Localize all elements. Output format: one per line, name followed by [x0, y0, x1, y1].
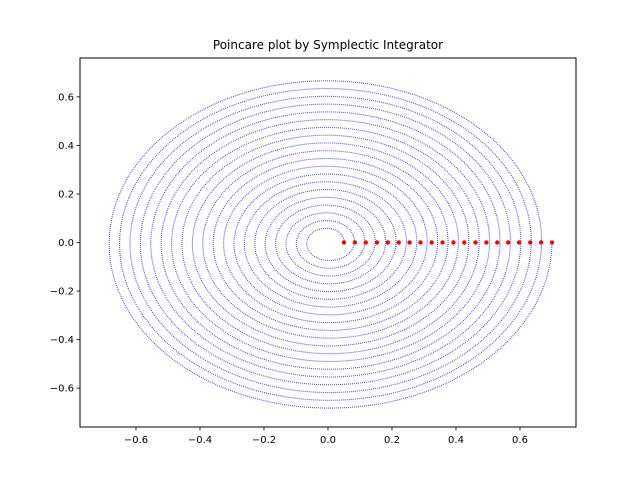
x-tick-label: 0.0 — [320, 435, 336, 446]
y-tick-label: 0.0 — [58, 238, 74, 249]
red-point — [484, 240, 489, 245]
plot-area — [108, 80, 555, 409]
x-tick-label: 0.6 — [512, 435, 528, 446]
y-tick-label: −0.4 — [50, 335, 74, 346]
y-tick-label: 0.6 — [58, 92, 74, 103]
red-point — [495, 240, 500, 245]
red-points-series — [341, 240, 555, 245]
y-tick-label: −0.2 — [50, 287, 74, 298]
blue-spiral-path — [108, 80, 553, 409]
red-point — [385, 240, 391, 245]
red-point — [429, 240, 434, 245]
red-point — [473, 240, 478, 245]
x-tick-label: 0.4 — [448, 435, 464, 446]
red-point — [462, 240, 467, 245]
x-tick-label: −0.4 — [188, 435, 212, 446]
red-point — [396, 240, 401, 245]
y-tick-label: −0.6 — [50, 384, 74, 395]
red-point — [363, 240, 368, 245]
x-axis: −0.6 −0.4 −0.2 0.0 0.2 0.4 0.6 — [124, 427, 528, 446]
red-point — [505, 240, 511, 245]
chart-title: Poincare plot by Symplectic Integrator — [213, 38, 443, 52]
red-point — [528, 240, 533, 245]
red-point — [549, 240, 555, 245]
red-point — [407, 240, 412, 245]
y-tick-label: 0.4 — [58, 141, 74, 152]
red-point — [451, 240, 456, 245]
y-tick-label: 0.2 — [58, 189, 74, 200]
red-point — [374, 240, 380, 245]
axes-frame — [79, 57, 577, 428]
red-point — [538, 240, 544, 245]
red-point — [341, 240, 347, 245]
x-tick-label: −0.6 — [124, 435, 148, 446]
x-tick-label: 0.2 — [384, 435, 400, 446]
red-point — [440, 240, 445, 245]
x-tick-label: −0.2 — [252, 435, 276, 446]
red-point — [418, 240, 423, 245]
blue-spiral-series — [108, 80, 553, 409]
y-axis: −0.6 −0.4 −0.2 0.0 0.2 0.4 0.6 — [50, 92, 80, 395]
red-point — [352, 240, 358, 245]
red-point — [516, 240, 522, 245]
